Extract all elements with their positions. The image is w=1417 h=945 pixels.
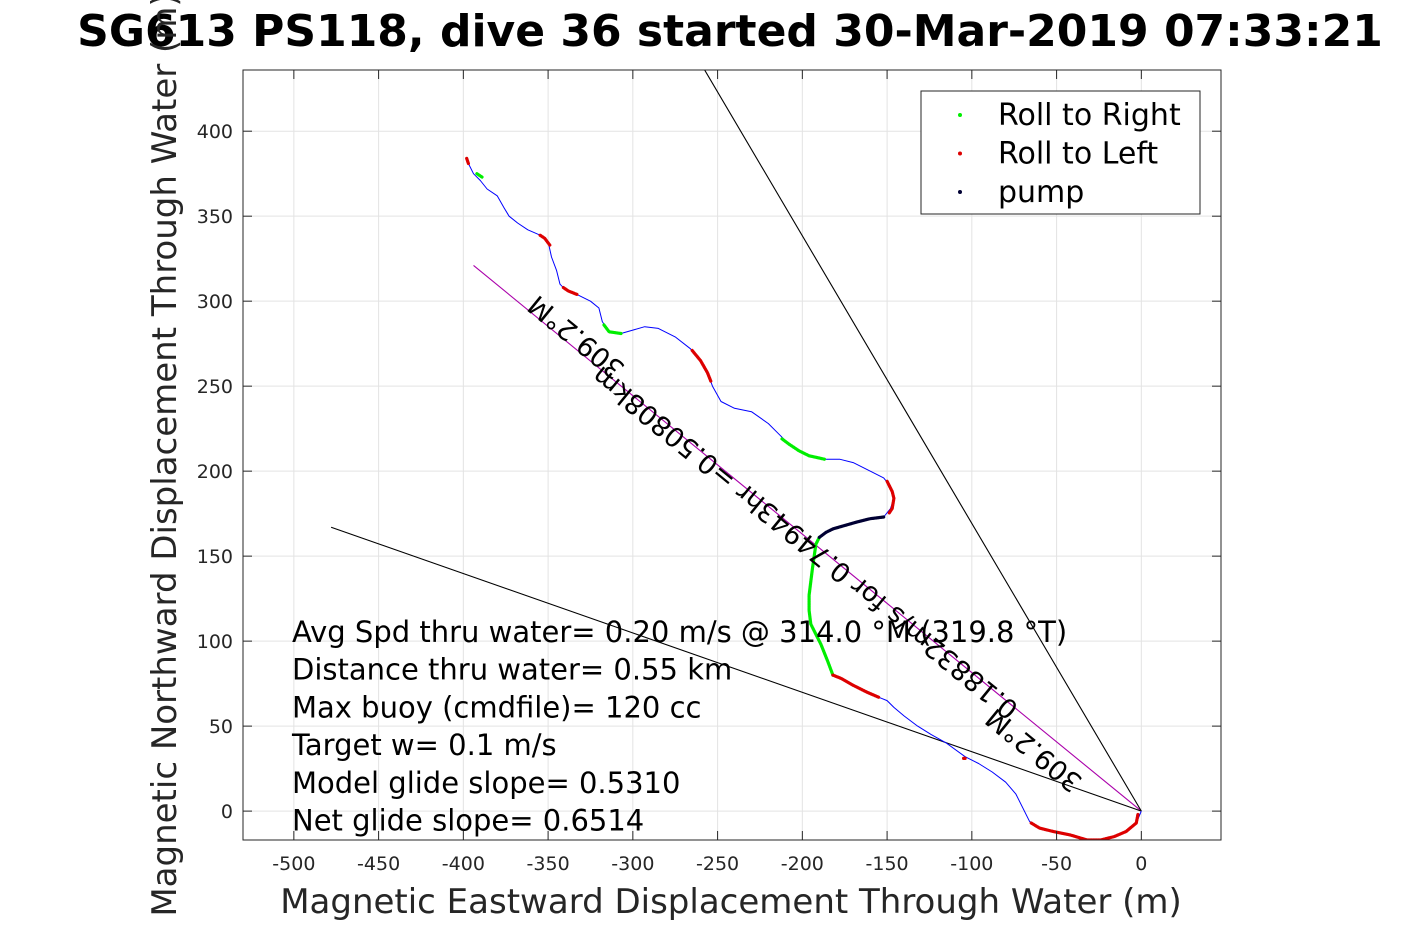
roll-right-segment (807, 535, 835, 677)
y-tick-label: 100 (197, 631, 233, 653)
roll-left-segment (537, 233, 552, 247)
roll-left-segment (561, 286, 579, 296)
summary-line: Target w= 0.1 m/s (291, 728, 557, 762)
plot-frame (242, 69, 1222, 841)
legend-label: pump (998, 175, 1084, 210)
x-axis-label: Magnetic Eastward Displacement Through W… (280, 882, 1182, 922)
summary-line: Avg Spd thru water= 0.20 m/s @ 314.0 °M … (292, 615, 1067, 649)
summary-line: Distance thru water= 0.55 km (292, 653, 732, 687)
y-tick-label: 200 (197, 461, 233, 483)
roll-right-segment (475, 172, 484, 179)
legend-box (920, 90, 1201, 215)
roll-left-segment (831, 673, 881, 699)
legend-marker (958, 190, 962, 194)
legend-label: Roll to Left (998, 137, 1158, 172)
roll-left-segment (1029, 812, 1140, 840)
roll-right-segment (602, 323, 623, 336)
axis-ticks: -500 -450 -400 -350 -300 -250 -200 -150 -100 -50 0… (197, 70, 1221, 875)
grid-lines (243, 70, 1221, 840)
heading-line (704, 70, 1142, 812)
y-tick-label: 0 (221, 801, 233, 823)
x-tick-label: -100 (950, 853, 993, 875)
legend-marker (958, 113, 962, 117)
x-tick-label: 0 (1135, 853, 1147, 875)
summary-line: Net glide slope= 0.6514 (292, 804, 644, 838)
x-tick-label: -300 (611, 853, 654, 875)
y-axis-label: Magnetic Northward Displacement Through … (145, 0, 185, 917)
roll-and-pump-markers (465, 156, 1140, 840)
x-tick-label: -400 (442, 853, 485, 875)
roll-right-segment (780, 437, 827, 461)
y-tick-label: 400 (197, 121, 233, 143)
x-tick-label: -450 (357, 853, 400, 875)
roll-left-segment (885, 479, 896, 516)
x-tick-label: -250 (696, 853, 739, 875)
reference-lines (330, 70, 1142, 812)
y-tick-label: 300 (197, 291, 233, 313)
x-tick-label: -150 (866, 853, 909, 875)
heading-line (473, 265, 1142, 812)
chart-title: SG613 PS118, dive 36 started 30-Mar-2019… (77, 6, 1383, 57)
x-tick-label: -350 (527, 853, 570, 875)
y-tick-label: 250 (197, 376, 233, 398)
x-tick-label: -50 (1041, 853, 1072, 875)
y-tick-label: 350 (197, 206, 233, 228)
summary-line: Model glide slope= 0.5310 (292, 766, 680, 800)
legend-label: Roll to Right (998, 98, 1181, 133)
legend-marker (958, 151, 962, 156)
y-tick-label: 150 (197, 546, 233, 568)
x-tick-label: -500 (272, 853, 315, 875)
heading-line (330, 526, 1142, 812)
summary-line: Max buoy (cmdfile)= 120 cc (292, 690, 701, 724)
dive-summary: Avg Spd thru water= 0.20 m/s @ 314.0 °M … (291, 615, 1067, 838)
roll-left-segment (465, 156, 470, 166)
pump-segment (817, 515, 886, 540)
x-tick-label: -200 (781, 853, 824, 875)
roll-left-segment (690, 348, 713, 383)
y-tick-label: 50 (209, 716, 233, 738)
